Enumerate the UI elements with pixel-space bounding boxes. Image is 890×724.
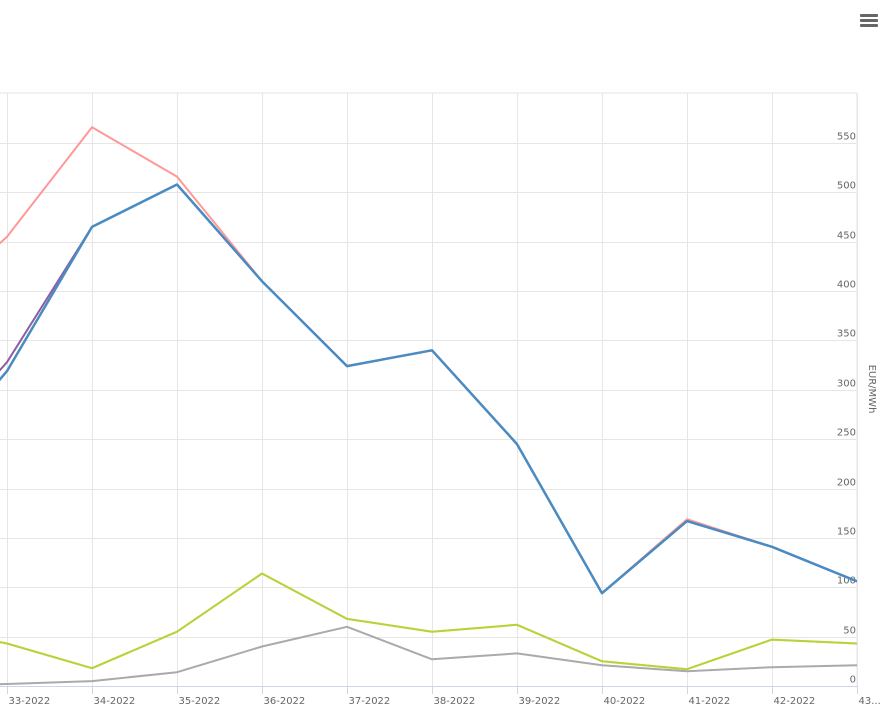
x-tick-label: 35-2022 <box>179 696 221 707</box>
y-tick-label: 500 <box>837 181 856 192</box>
x-tick-label: 40-2022 <box>604 696 646 707</box>
x-tick-label: 39-2022 <box>519 696 561 707</box>
x-tick-label: 38-2022 <box>434 696 476 707</box>
series-line-series-blue[interactable] <box>0 183 857 595</box>
x-tick-label: 37-2022 <box>349 696 391 707</box>
x-tick-label: 41-2022 <box>689 696 731 707</box>
x-tick-label: 34-2022 <box>94 696 136 707</box>
x-tick-label: 36-2022 <box>264 696 306 707</box>
series-line-series-green[interactable] <box>0 572 857 671</box>
y-tick-label: 250 <box>837 428 856 439</box>
y-tick-label: 50 <box>843 626 856 637</box>
series-line-series-pink[interactable] <box>0 126 857 595</box>
hamburger-menu-icon[interactable] <box>860 14 878 30</box>
y-tick-label: 100 <box>837 576 856 587</box>
x-tick-label: 43... <box>859 696 881 707</box>
y-tick-label: 400 <box>837 280 856 291</box>
y-tick-label: 350 <box>837 329 856 340</box>
x-tick-label: 33-2022 <box>9 696 51 707</box>
y-tick-label: 0 <box>850 675 856 686</box>
y-tick-label: 200 <box>837 478 856 489</box>
y-tick-label: 550 <box>837 132 856 143</box>
series-line-series-gray[interactable] <box>0 625 857 686</box>
y-tick-label: 300 <box>837 379 856 390</box>
y-tick-label: 150 <box>837 527 856 538</box>
x-tick-label: 42-2022 <box>774 696 816 707</box>
y-tick-label: 450 <box>837 231 856 242</box>
y-axis-title: EUR/MWh <box>866 365 877 414</box>
